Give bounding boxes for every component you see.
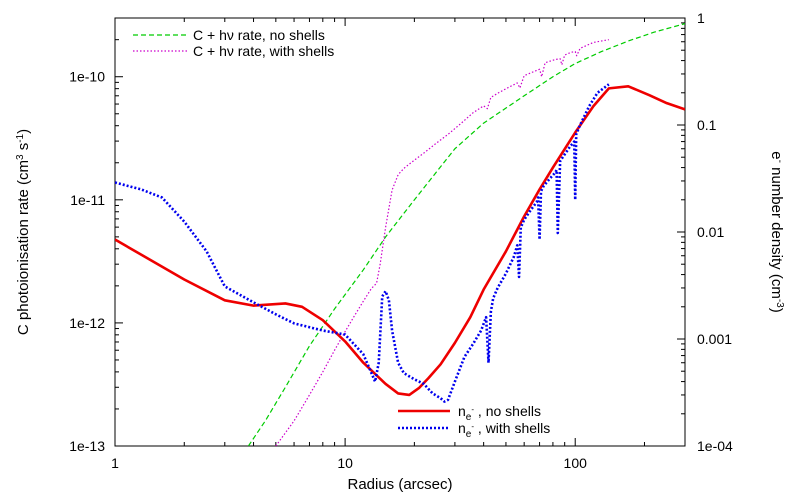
x-tick-label: 100 (564, 455, 588, 471)
x-axis-label: Radius (arcsec) (347, 476, 452, 493)
y-right-tick-label: 1 (697, 10, 705, 26)
y-right-tick-label: 1e-04 (697, 438, 733, 454)
series-layer (115, 23, 685, 446)
axis-tick-labels: 1 10 100 1e-13 1e-12 1e-11 1e-10 1e-04 0.001 0.01… (69, 10, 733, 471)
series-rate-with-shells (275, 39, 609, 446)
series-rate-no-shells (247, 23, 685, 446)
plot-frame (114, 17, 686, 447)
legend-label-ne-no-shells: ne- , no shells (458, 403, 541, 423)
y-right-tick-label: 0.1 (697, 117, 717, 133)
axis-ticks (114, 17, 686, 447)
y-left-axis-label: C photoionisation rate (cm3 s-1) (15, 129, 32, 335)
y-right-tick-label: 0.001 (697, 331, 732, 347)
y-left-tick-label: 1e-13 (69, 438, 105, 454)
legend-top-left: C + hν rate, no shells C + hν rate, with… (133, 27, 334, 59)
y-right-tick-label: 0.01 (697, 224, 724, 240)
y-left-tick-label: 1e-11 (70, 192, 105, 208)
legend-label-rate-no-shells: C + hν rate, no shells (193, 27, 325, 43)
series-ne-no-shells (115, 85, 685, 397)
legend-bottom: ne- , no shells ne- , with shells (398, 403, 550, 440)
x-tick-label: 10 (337, 455, 353, 471)
series-ne-with-shells (115, 83, 610, 403)
legend-label-rate-with-shells: C + hν rate, with shells (193, 43, 334, 59)
legend-label-ne-with-shells: ne- , with shells (458, 420, 550, 440)
y-right-axis-label: e- number density (cm-3) (768, 151, 785, 312)
y-left-tick-label: 1e-10 (69, 69, 105, 85)
x-tick-label: 1 (111, 455, 119, 471)
y-left-tick-label: 1e-12 (69, 315, 105, 331)
